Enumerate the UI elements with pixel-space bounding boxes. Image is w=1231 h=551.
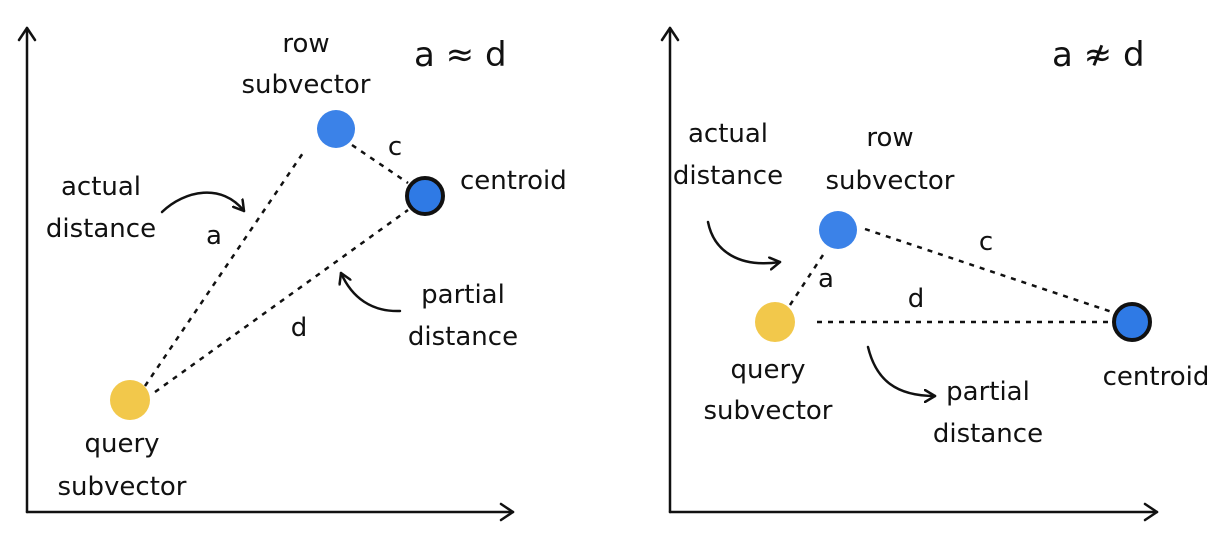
left-partial-arrow: [341, 271, 402, 313]
left-relation: a ≈ d: [414, 35, 507, 75]
left-edge-c: [351, 143, 409, 185]
right-row-point: [819, 211, 857, 249]
right-actual-label-1: actual: [688, 119, 768, 149]
left-y-axis-arrow: [17, 26, 37, 42]
right-x-axis-arrow: [1143, 502, 1159, 522]
left-panel: a ≈ d row subvector centroid query subve…: [17, 26, 567, 522]
right-centroid-point: [1112, 302, 1152, 342]
left-row-label-2: subvector: [242, 70, 371, 100]
left-query-label-1: query: [84, 429, 159, 459]
left-edge-d-label: d: [291, 313, 308, 343]
right-actual-label-2: distance: [673, 161, 783, 191]
left-edge-a: [143, 149, 307, 387]
left-actual-label-1: actual: [61, 172, 141, 202]
right-partial-label-1: partial: [946, 377, 1030, 407]
right-edge-c-label: c: [979, 227, 993, 257]
right-query-label-1: query: [730, 355, 805, 385]
right-edge-a-label: a: [818, 264, 834, 294]
left-query-point: [110, 380, 150, 420]
left-row-label-1: row: [282, 29, 329, 59]
right-row-label-1: row: [866, 123, 913, 153]
right-partial-arrow: [866, 345, 937, 396]
right-edge-d-label: d: [908, 284, 925, 314]
left-centroid-label: centroid: [460, 166, 567, 196]
left-actual-arrow: [160, 191, 246, 214]
left-edge-d: [154, 208, 409, 394]
left-x-axis-arrow: [499, 502, 515, 522]
left-centroid-point: [405, 176, 445, 216]
left-actual-label-2: distance: [46, 214, 156, 244]
right-y-axis-arrow: [660, 26, 680, 42]
right-actual-arrow: [706, 220, 782, 263]
left-partial-label-1: partial: [421, 280, 505, 310]
right-query-label-2: subvector: [704, 396, 833, 426]
left-edge-c-label: c: [388, 132, 402, 162]
right-query-point: [755, 302, 795, 342]
right-row-label-2: subvector: [826, 166, 955, 196]
left-row-point: [317, 110, 355, 148]
right-centroid-label: centroid: [1103, 362, 1210, 392]
left-edge-a-label: a: [206, 221, 222, 251]
left-partial-label-2: distance: [408, 322, 518, 352]
left-query-label-2: subvector: [58, 472, 187, 502]
right-relation: a ≉ d: [1052, 35, 1145, 75]
right-partial-label-2: distance: [933, 419, 1043, 449]
right-panel: a ≉ d actual distance row subvector quer…: [660, 26, 1210, 522]
